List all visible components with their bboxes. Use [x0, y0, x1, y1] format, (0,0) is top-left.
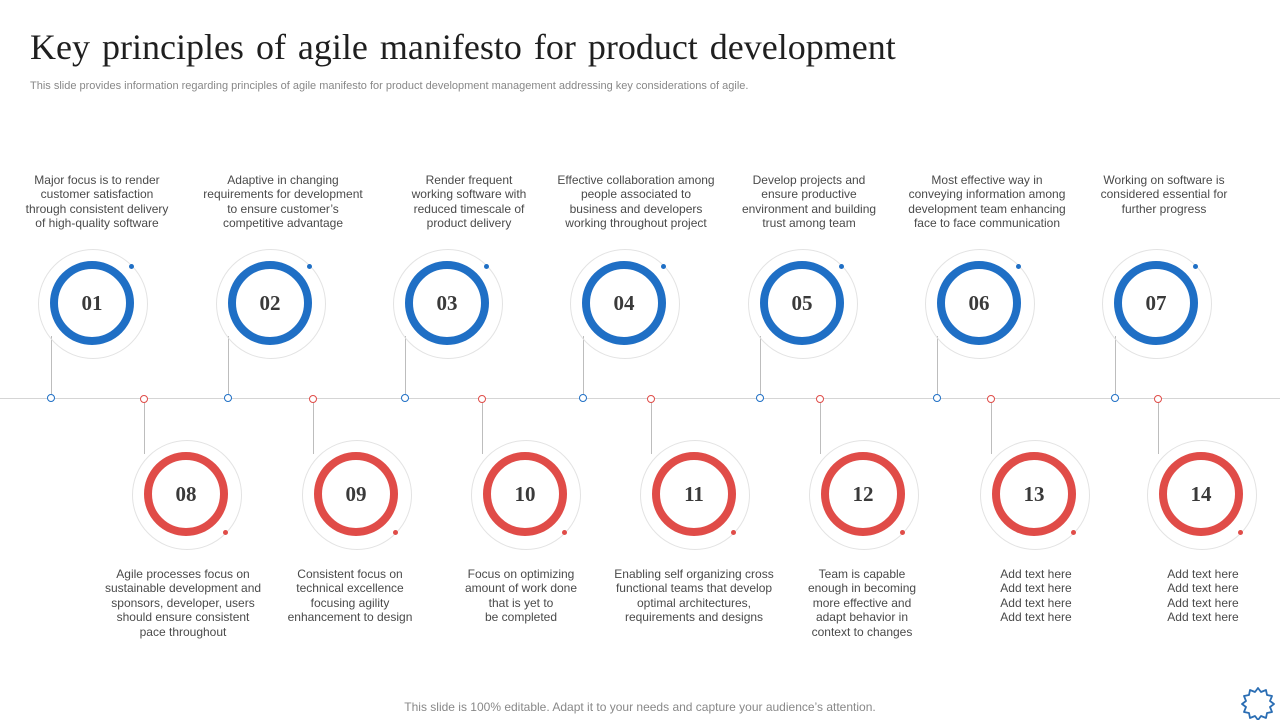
- connector-04: [583, 336, 584, 394]
- connector-02: [228, 336, 229, 394]
- principle-08-circle: 08: [132, 440, 242, 550]
- principle-10-number: 10: [483, 452, 567, 536]
- accent-dot: [1193, 264, 1198, 269]
- timeline-dot-07: [1111, 394, 1119, 402]
- principle-07-circle: 07: [1102, 249, 1212, 359]
- principle-07-description: Working on software is considered essent…: [1100, 173, 1228, 216]
- timeline-dot-12: [816, 395, 824, 403]
- connector-05: [760, 336, 761, 394]
- accent-dot: [1071, 530, 1076, 535]
- principle-13-number: 13: [992, 452, 1076, 536]
- principle-01-description: Major focus is to render customer satisf…: [25, 173, 169, 231]
- principle-14-description: Add text here Add text here Add text her…: [1167, 567, 1239, 625]
- principle-01-number: 01: [50, 261, 134, 345]
- timeline-dot-09: [309, 395, 317, 403]
- principle-06-circle: 06: [925, 249, 1035, 359]
- principle-09-number: 09: [314, 452, 398, 536]
- accent-dot: [223, 530, 228, 535]
- principle-11-description: Enabling self organizing cross functiona…: [614, 567, 774, 625]
- connector-08: [144, 402, 145, 454]
- timeline-line: [0, 398, 1280, 399]
- principle-02-number: 02: [228, 261, 312, 345]
- principle-07-number: 07: [1114, 261, 1198, 345]
- connector-06: [937, 336, 938, 394]
- principle-02-description: Adaptive in changing requirements for de…: [203, 173, 363, 231]
- timeline-dot-11: [647, 395, 655, 403]
- timeline-dot-13: [987, 395, 995, 403]
- principle-10-circle: 10: [471, 440, 581, 550]
- principle-04-description: Effective collaboration among people ass…: [557, 173, 715, 231]
- principle-03-number: 03: [405, 261, 489, 345]
- slide-title: Key principles of agile manifesto for pr…: [30, 27, 896, 67]
- principle-05-number: 05: [760, 261, 844, 345]
- timeline-dot-06: [933, 394, 941, 402]
- accent-dot: [393, 530, 398, 535]
- accent-dot: [562, 530, 567, 535]
- principle-05-circle: 05: [748, 249, 858, 359]
- connector-13: [991, 402, 992, 454]
- connector-03: [405, 336, 406, 394]
- accent-dot: [484, 264, 489, 269]
- principle-05-description: Develop projects and ensure productive e…: [741, 173, 877, 231]
- accent-dot: [839, 264, 844, 269]
- connector-01: [51, 336, 52, 394]
- footer-note: This slide is 100% editable. Adapt it to…: [404, 700, 876, 714]
- timeline-dot-05: [756, 394, 764, 402]
- principle-03-description: Render frequent working software with re…: [411, 173, 527, 231]
- accent-dot: [1238, 530, 1243, 535]
- connector-14: [1158, 402, 1159, 454]
- connector-11: [651, 402, 652, 454]
- principle-01-circle: 01: [38, 249, 148, 359]
- principle-11-number: 11: [652, 452, 736, 536]
- principle-12-description: Team is capable enough in becoming more …: [807, 567, 917, 639]
- connector-12: [820, 402, 821, 454]
- accent-dot: [900, 530, 905, 535]
- principle-10-description: Focus on optimizing amount of work done …: [464, 567, 578, 625]
- accent-dot: [731, 530, 736, 535]
- principle-04-number: 04: [582, 261, 666, 345]
- principle-08-description: Agile processes focus on sustainable dev…: [104, 567, 262, 639]
- timeline-dot-02: [224, 394, 232, 402]
- principle-09-circle: 09: [302, 440, 412, 550]
- principle-08-number: 08: [144, 452, 228, 536]
- accent-dot: [661, 264, 666, 269]
- principle-13-description: Add text here Add text here Add text her…: [1000, 567, 1072, 625]
- connector-09: [313, 402, 314, 454]
- slide-subtitle: This slide provides information regardin…: [30, 80, 749, 92]
- principle-11-circle: 11: [640, 440, 750, 550]
- timeline-dot-08: [140, 395, 148, 403]
- principle-13-circle: 13: [980, 440, 1090, 550]
- principle-06-number: 06: [937, 261, 1021, 345]
- timeline-dot-03: [401, 394, 409, 402]
- accent-dot: [1016, 264, 1021, 269]
- timeline-dot-01: [47, 394, 55, 402]
- principle-06-description: Most effective way in conveying informat…: [908, 173, 1066, 231]
- principle-14-circle: 14: [1147, 440, 1257, 550]
- timeline-dot-14: [1154, 395, 1162, 403]
- principle-12-circle: 12: [809, 440, 919, 550]
- principle-03-circle: 03: [393, 249, 503, 359]
- principle-04-circle: 04: [570, 249, 680, 359]
- accent-dot: [307, 264, 312, 269]
- connector-10: [482, 402, 483, 454]
- principle-09-description: Consistent focus on technical excellence…: [287, 567, 413, 625]
- gear-icon[interactable]: [1240, 684, 1276, 720]
- principle-02-circle: 02: [216, 249, 326, 359]
- timeline-dot-04: [579, 394, 587, 402]
- connector-07: [1115, 336, 1116, 394]
- principle-12-number: 12: [821, 452, 905, 536]
- timeline-dot-10: [478, 395, 486, 403]
- principle-14-number: 14: [1159, 452, 1243, 536]
- accent-dot: [129, 264, 134, 269]
